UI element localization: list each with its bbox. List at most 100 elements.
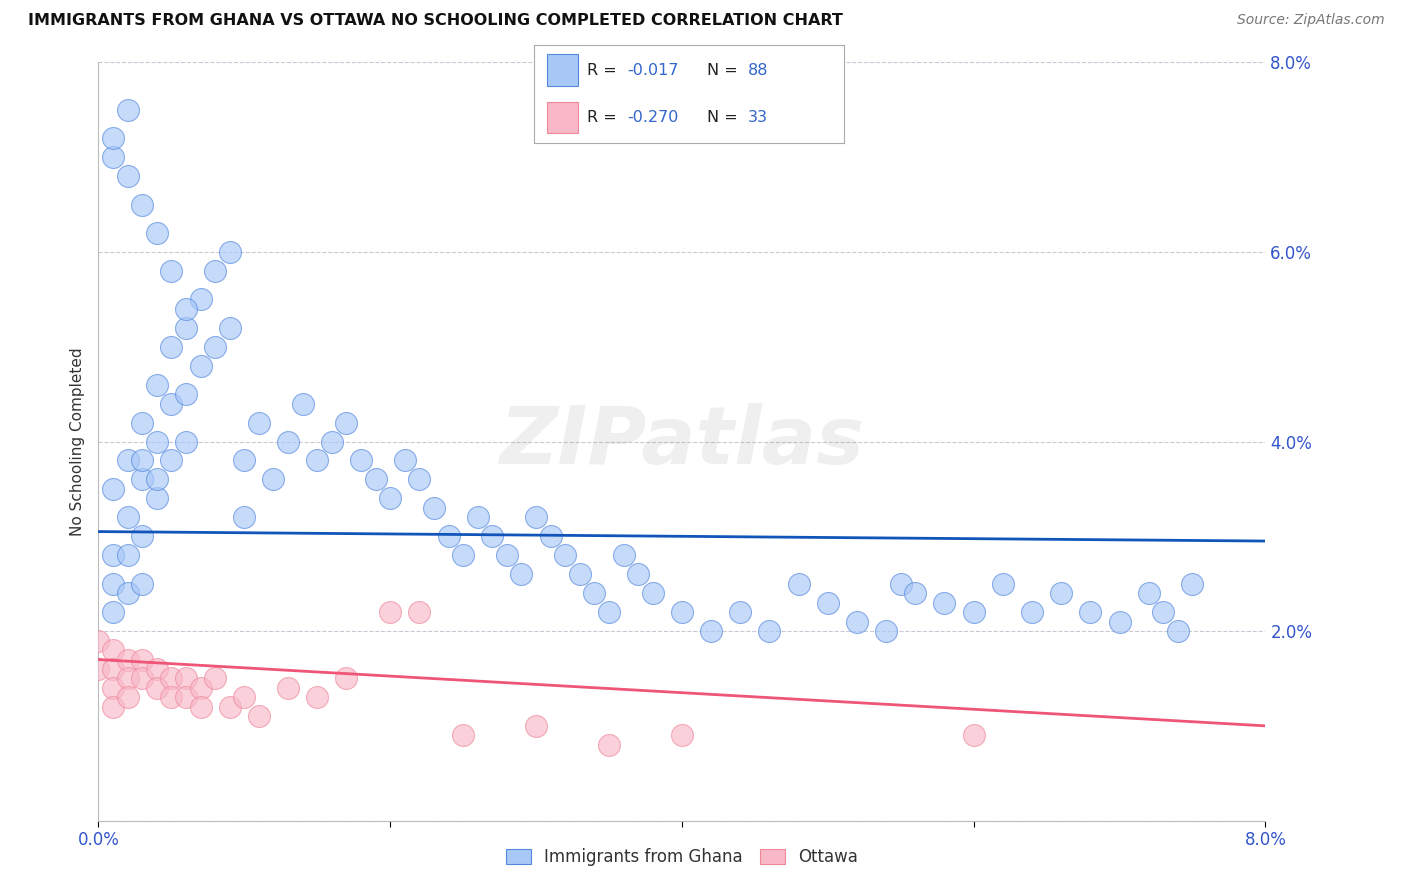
Point — [408, 473, 430, 487]
Point — [131, 529, 153, 543]
Point — [146, 662, 169, 676]
Point — [174, 301, 197, 316]
Point — [101, 643, 124, 657]
Point — [131, 576, 153, 591]
Point — [364, 473, 387, 487]
Point — [1137, 586, 1160, 600]
Point — [277, 434, 299, 449]
Point — [174, 672, 197, 686]
Point — [146, 491, 169, 506]
Point — [204, 672, 226, 686]
Point — [146, 434, 169, 449]
Point — [131, 473, 153, 487]
Text: N =: N = — [707, 110, 744, 125]
Point — [845, 615, 868, 629]
Point — [467, 510, 489, 524]
Point — [87, 633, 110, 648]
Point — [451, 548, 474, 563]
Point — [190, 359, 212, 373]
Point — [423, 500, 446, 515]
Point — [1050, 586, 1073, 600]
Bar — [547, 54, 578, 86]
Point — [408, 605, 430, 619]
Point — [568, 567, 591, 582]
Point — [451, 728, 474, 742]
Point — [612, 548, 634, 563]
Point — [117, 169, 139, 184]
Point — [291, 396, 314, 410]
Point — [510, 567, 533, 582]
Point — [496, 548, 519, 563]
Point — [131, 416, 153, 430]
Bar — [547, 102, 578, 133]
Point — [394, 453, 416, 467]
Point — [146, 681, 169, 695]
Point — [101, 605, 124, 619]
Point — [598, 605, 620, 619]
Point — [962, 728, 984, 742]
Point — [117, 652, 139, 666]
Point — [307, 690, 329, 705]
Point — [190, 681, 212, 695]
Point — [204, 264, 226, 278]
Point — [307, 453, 329, 467]
Point — [233, 453, 256, 467]
Point — [117, 453, 139, 467]
Point — [627, 567, 650, 582]
Text: Source: ZipAtlas.com: Source: ZipAtlas.com — [1237, 13, 1385, 28]
Point — [87, 662, 110, 676]
Legend: Immigrants from Ghana, Ottawa: Immigrants from Ghana, Ottawa — [499, 842, 865, 873]
Point — [875, 624, 897, 639]
Text: R =: R = — [586, 62, 621, 78]
Point — [174, 321, 197, 335]
Point — [481, 529, 503, 543]
Point — [524, 510, 547, 524]
Point — [160, 453, 183, 467]
Point — [146, 473, 169, 487]
Point — [262, 473, 284, 487]
Point — [101, 131, 124, 145]
Point — [671, 605, 693, 619]
Point — [335, 416, 357, 430]
Point — [218, 699, 240, 714]
Point — [131, 672, 153, 686]
Point — [700, 624, 723, 639]
Point — [160, 264, 183, 278]
Point — [160, 672, 183, 686]
Point — [204, 340, 226, 354]
Point — [1021, 605, 1043, 619]
Point — [117, 672, 139, 686]
Point — [117, 510, 139, 524]
Y-axis label: No Schooling Completed: No Schooling Completed — [69, 347, 84, 536]
Point — [904, 586, 927, 600]
Point — [117, 586, 139, 600]
Point — [160, 690, 183, 705]
Point — [101, 699, 124, 714]
Point — [146, 377, 169, 392]
Point — [174, 690, 197, 705]
Point — [540, 529, 562, 543]
Point — [1080, 605, 1102, 619]
Point — [218, 244, 240, 259]
Point — [174, 434, 197, 449]
Point — [233, 690, 256, 705]
Point — [350, 453, 373, 467]
Point — [380, 605, 402, 619]
Point — [174, 387, 197, 401]
Point — [991, 576, 1014, 591]
Point — [817, 596, 839, 610]
Point — [583, 586, 606, 600]
Point — [101, 482, 124, 496]
Point — [758, 624, 780, 639]
Point — [437, 529, 460, 543]
Point — [146, 226, 169, 240]
Point — [554, 548, 576, 563]
Point — [380, 491, 402, 506]
Point — [101, 548, 124, 563]
Point — [233, 510, 256, 524]
Point — [247, 416, 270, 430]
Point — [730, 605, 752, 619]
Point — [598, 738, 620, 752]
Text: 88: 88 — [748, 62, 768, 78]
Point — [218, 321, 240, 335]
